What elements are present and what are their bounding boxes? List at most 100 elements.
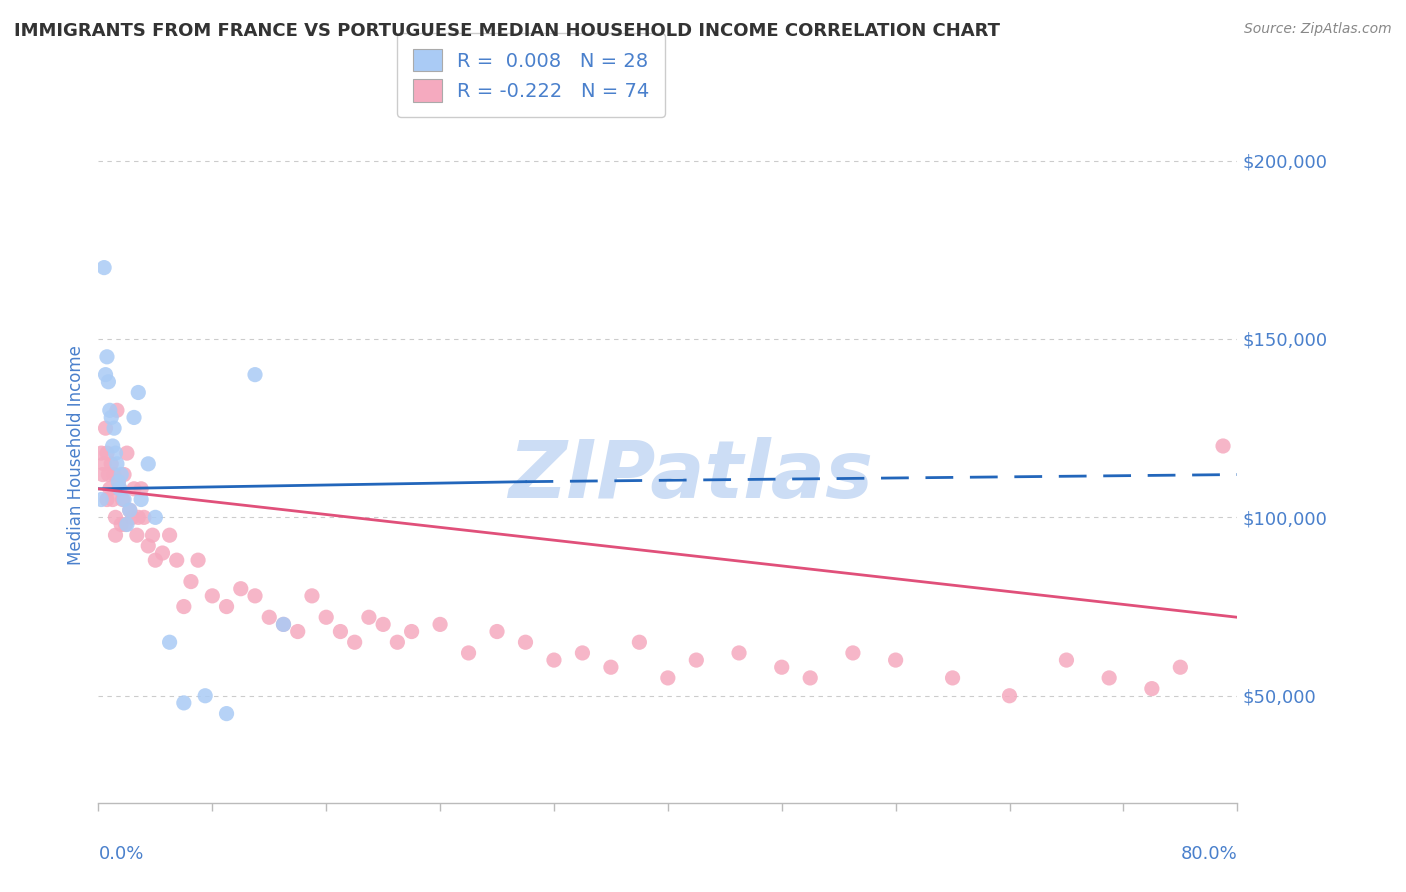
Point <box>129 482 152 496</box>
Point <box>1140 681 1163 696</box>
Point <box>429 617 451 632</box>
Point <box>93 457 115 471</box>
Point <box>329 624 352 639</box>
Text: 80.0%: 80.0% <box>1181 845 1237 863</box>
Point <box>98 403 121 417</box>
Point <box>600 660 623 674</box>
Point <box>122 410 145 425</box>
Point <box>159 635 181 649</box>
Point <box>103 421 125 435</box>
Point <box>173 599 195 614</box>
Text: Source: ZipAtlas.com: Source: ZipAtlas.com <box>1244 22 1392 37</box>
Point <box>145 553 167 567</box>
Point <box>96 492 118 507</box>
Point <box>373 617 395 632</box>
Point <box>110 517 132 532</box>
Point <box>201 589 224 603</box>
Point <box>273 617 295 632</box>
Point <box>97 467 120 482</box>
Point <box>108 482 131 496</box>
Point <box>108 482 131 496</box>
Point <box>884 653 907 667</box>
Point <box>100 410 122 425</box>
Point <box>343 635 366 649</box>
Point <box>770 660 793 674</box>
Point <box>657 671 679 685</box>
Point <box>515 635 537 649</box>
Point <box>315 610 337 624</box>
Point <box>301 589 323 603</box>
Point <box>166 553 188 567</box>
Point <box>105 457 128 471</box>
Point <box>107 475 129 489</box>
Point <box>118 503 141 517</box>
Text: IMMIGRANTS FROM FRANCE VS PORTUGUESE MEDIAN HOUSEHOLD INCOME CORRELATION CHART: IMMIGRANTS FROM FRANCE VS PORTUGUESE MED… <box>14 22 1000 40</box>
Point <box>215 599 238 614</box>
Point <box>129 492 152 507</box>
Point <box>136 457 159 471</box>
Point <box>273 617 295 632</box>
Point <box>243 589 266 603</box>
Point <box>112 467 135 482</box>
Point <box>543 653 565 667</box>
Point <box>90 492 112 507</box>
Point <box>799 671 821 685</box>
Point <box>107 475 129 489</box>
Point <box>93 260 115 275</box>
Point <box>571 646 593 660</box>
Point <box>1056 653 1078 667</box>
Point <box>91 467 114 482</box>
Point <box>628 635 651 649</box>
Point <box>97 375 120 389</box>
Point <box>287 624 309 639</box>
Point <box>1098 671 1121 685</box>
Point <box>457 646 479 660</box>
Legend: R =  0.008   N = 28, R = -0.222   N = 74: R = 0.008 N = 28, R = -0.222 N = 74 <box>396 33 665 117</box>
Point <box>110 467 132 482</box>
Point <box>136 539 159 553</box>
Text: 0.0%: 0.0% <box>98 845 143 863</box>
Point <box>127 385 149 400</box>
Point <box>401 624 423 639</box>
Point <box>127 510 149 524</box>
Point <box>173 696 195 710</box>
Point <box>145 510 167 524</box>
Point <box>103 467 125 482</box>
Point <box>132 510 155 524</box>
Point <box>842 646 865 660</box>
Point <box>685 653 707 667</box>
Point <box>180 574 202 589</box>
Point <box>94 421 117 435</box>
Point <box>112 492 135 507</box>
Point <box>98 482 121 496</box>
Point <box>229 582 252 596</box>
Y-axis label: Median Household Income: Median Household Income <box>66 345 84 565</box>
Point <box>118 503 141 517</box>
Point <box>115 446 138 460</box>
Point <box>100 457 122 471</box>
Point <box>121 510 143 524</box>
Point <box>90 446 112 460</box>
Point <box>194 689 217 703</box>
Point <box>998 689 1021 703</box>
Point <box>96 350 118 364</box>
Point <box>101 492 124 507</box>
Point <box>104 446 127 460</box>
Point <box>125 528 148 542</box>
Point <box>243 368 266 382</box>
Point <box>94 368 117 382</box>
Point <box>486 624 509 639</box>
Point <box>114 517 136 532</box>
Point <box>122 482 145 496</box>
Point <box>111 492 134 507</box>
Point <box>357 610 380 624</box>
Point <box>187 553 209 567</box>
Point <box>942 671 965 685</box>
Point <box>215 706 238 721</box>
Point <box>1212 439 1234 453</box>
Point <box>115 517 138 532</box>
Point <box>152 546 174 560</box>
Point <box>387 635 409 649</box>
Point <box>728 646 751 660</box>
Point <box>105 403 128 417</box>
